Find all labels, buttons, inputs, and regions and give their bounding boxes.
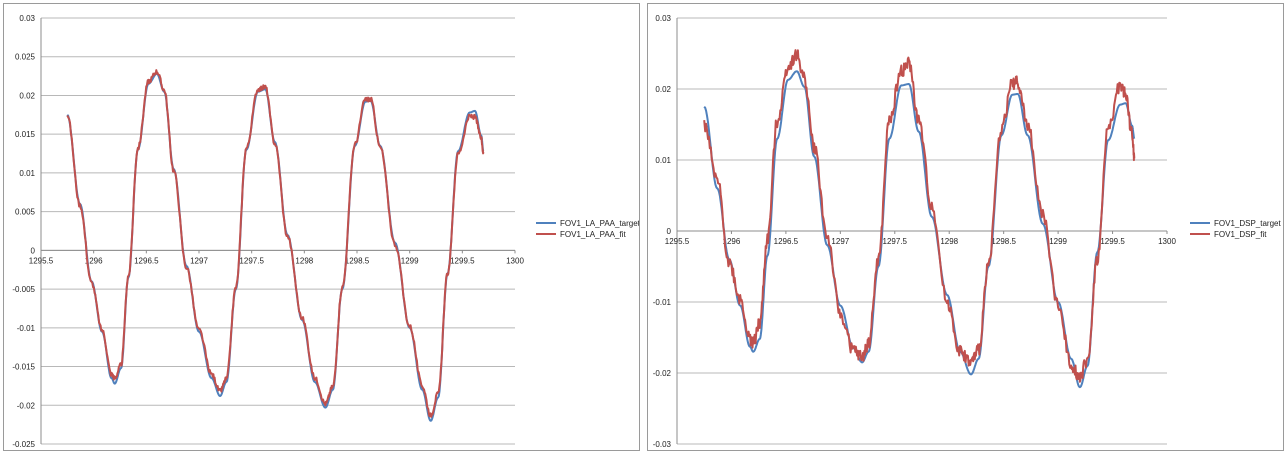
x-tick-label: 1297 — [831, 237, 849, 246]
y-tick-label: -0.01 — [653, 298, 672, 307]
legend-label: FOV1_LA_PAA_fit — [560, 230, 626, 239]
chart-left: 0.03 0.025 0.02 0.015 0.01 0.005 0 -0.005 -0.01 -… — [12, 14, 639, 449]
x-tick-label: 1299 — [1049, 237, 1067, 246]
x-tick-label: 1297.5 — [883, 237, 908, 246]
series-line — [66, 72, 485, 422]
y-tick-label: 0.02 — [655, 85, 671, 94]
legend-label: FOV1_LA_PAA_target — [560, 219, 639, 228]
x-tick-label: 1297.5 — [239, 256, 264, 265]
legend-label: FOV1_DSP_target — [1214, 219, 1281, 228]
x-tick-label: 1296 — [85, 256, 103, 265]
chart-panel-right: 0.03 0.02 0.01 0 -0.01 -0.02 -0.03 1295.5 1296 12… — [647, 3, 1284, 451]
series-line — [66, 69, 485, 418]
series-line — [703, 49, 1136, 383]
legend-label: FOV1_DSP_fit — [1214, 230, 1267, 239]
series-line — [703, 70, 1136, 389]
chart-panel-left: 0.03 0.025 0.02 0.015 0.01 0.005 0 -0.005 -0.01 -… — [3, 3, 640, 451]
x-tick-label: 1296 — [723, 237, 741, 246]
x-tick-label: 1298 — [940, 237, 958, 246]
y-tick-label: 0.025 — [15, 53, 36, 62]
y-tick-label: 0.015 — [15, 130, 36, 139]
x-tick-label: 1298.5 — [345, 256, 370, 265]
x-tick-label: 1299.5 — [450, 256, 475, 265]
y-tick-label: -0.005 — [12, 285, 35, 294]
x-tick-label: 1299.5 — [1100, 237, 1125, 246]
y-tick-label: 0.02 — [19, 91, 35, 100]
y-tick-label: -0.015 — [12, 363, 35, 372]
y-tick-label: 0 — [31, 246, 36, 255]
chart-right: 0.03 0.02 0.01 0 -0.01 -0.02 -0.03 1295.5 1296 12… — [653, 14, 1282, 449]
y-tick-label: 0.01 — [19, 169, 35, 178]
x-tick-label: 1296.5 — [774, 237, 799, 246]
y-tick-label: -0.025 — [12, 440, 35, 449]
y-tick-label: -0.03 — [653, 440, 672, 449]
y-tick-label: 0.01 — [655, 156, 671, 165]
x-tick-label: 1300 — [1158, 237, 1176, 246]
y-tick-label: 0 — [667, 227, 672, 236]
x-tick-label: 1300 — [506, 256, 524, 265]
x-tick-label: 1297 — [190, 256, 208, 265]
x-tick-label: 1299 — [401, 256, 419, 265]
y-tick-label: 0.005 — [15, 208, 36, 217]
y-tick-label: -0.01 — [17, 324, 36, 333]
x-tick-label: 1295.5 — [29, 256, 54, 265]
x-tick-label: 1298 — [295, 256, 313, 265]
x-tick-label: 1295.5 — [665, 237, 690, 246]
x-tick-label: 1296.5 — [134, 256, 159, 265]
y-tick-label: -0.02 — [653, 369, 672, 378]
y-tick-label: 0.03 — [655, 14, 671, 23]
y-tick-label: -0.02 — [17, 401, 36, 410]
y-tick-label: 0.03 — [19, 14, 35, 23]
x-tick-label: 1298.5 — [991, 237, 1016, 246]
